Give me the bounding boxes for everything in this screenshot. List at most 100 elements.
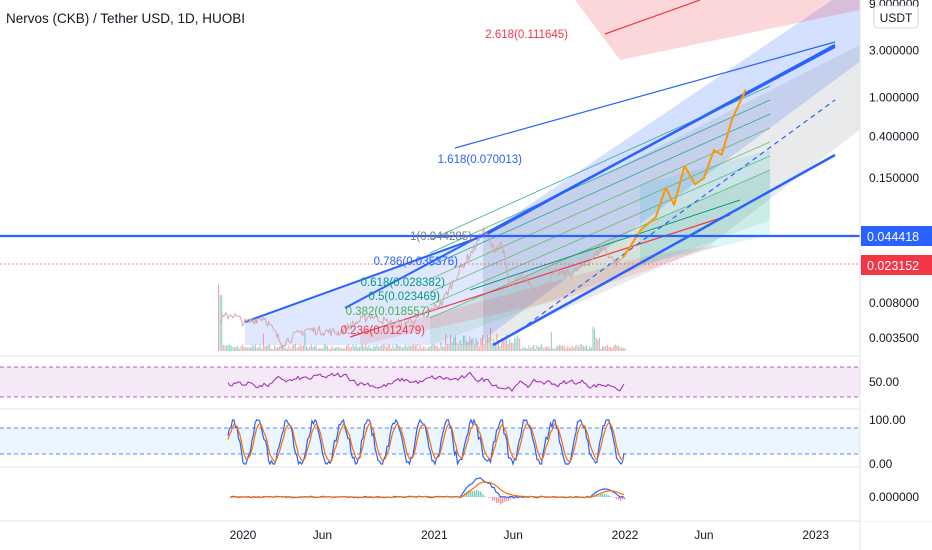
volume-bar	[384, 344, 386, 351]
fib-level-label: 0.618(0.028382)	[361, 277, 446, 289]
volume-bar	[552, 348, 554, 351]
volume-bar	[464, 335, 466, 351]
last-price-label: 0.044418	[867, 230, 919, 244]
volume-bar	[621, 347, 623, 351]
macd-hist-bar	[504, 497, 506, 502]
volume-bar	[386, 347, 388, 351]
macd-hist-bar	[500, 497, 502, 505]
macd-hist-bar	[614, 497, 616, 499]
macd-hist-bar	[498, 497, 500, 503]
macd-hist-bar	[496, 497, 498, 504]
volume-bar	[366, 347, 368, 351]
pitchfork-upper-outer[interactable]	[344, 46, 836, 309]
price-history-line	[220, 227, 624, 349]
volume-bar	[389, 344, 391, 351]
chart-title: Nervos (CKB) / Tether USD, 1D, HUOBI	[6, 11, 245, 26]
pitchfork-median-left[interactable]	[244, 235, 484, 323]
pitchfork-median-line[interactable]	[519, 99, 836, 331]
volume-bar	[238, 348, 240, 351]
pitchfork-lines[interactable]	[244, 0, 836, 347]
volume-bar	[315, 345, 317, 351]
volume-bar	[261, 348, 263, 351]
volume-bar	[451, 342, 453, 351]
volume-bar	[445, 334, 447, 351]
main-price-pane	[218, 0, 860, 351]
volume-bar	[509, 339, 511, 351]
volume-bar	[371, 348, 373, 351]
volume-bar	[570, 347, 572, 351]
volume-bar	[579, 344, 581, 351]
fib-level-label: 0.786(0.035376)	[374, 256, 459, 268]
time-tick-label: Jun	[313, 528, 332, 542]
volume-bar	[494, 344, 496, 351]
volume-bar	[339, 347, 341, 351]
macd-hist-bar	[606, 494, 608, 497]
macd-hist-bar	[598, 493, 600, 497]
volume-bar	[328, 348, 330, 351]
volume-bar	[507, 343, 509, 351]
volume-bar	[536, 345, 538, 351]
volume-bar	[530, 348, 532, 351]
volume-bar	[320, 347, 322, 351]
volume-bar	[317, 348, 319, 351]
volume-bar	[299, 344, 301, 351]
volume-bar	[230, 346, 232, 351]
volume-bar	[440, 342, 442, 351]
pitchfork-lower-line[interactable]	[492, 153, 836, 347]
fib-level-labels: 2.618(0.111645) 1.618(0.070013) 1(0.044285…	[341, 29, 569, 337]
volume-bar	[474, 344, 476, 351]
volume-bar	[408, 345, 410, 351]
volume-bar	[578, 347, 580, 351]
volume-bar	[232, 347, 234, 351]
macd-hist-bar	[490, 497, 492, 498]
price-projection-line	[622, 89, 747, 259]
volume-bar	[298, 347, 300, 351]
fib-2618-line[interactable]	[604, 0, 701, 35]
fib-channel-line	[429, 99, 771, 254]
volume-bar	[310, 344, 312, 351]
volume-bar	[589, 346, 591, 351]
rsi-axis-label: 50.00	[869, 375, 899, 389]
volume-bar	[541, 344, 543, 351]
fib-1618-line[interactable]	[454, 41, 836, 149]
volume-bar	[418, 348, 420, 351]
volume-bar	[522, 347, 524, 351]
volume-bar	[387, 344, 389, 351]
volume-bar	[360, 345, 362, 351]
volume-bar	[539, 345, 541, 351]
volume-bar	[442, 346, 444, 351]
rsi-line	[227, 371, 625, 393]
volume-bar	[435, 345, 437, 351]
volume-bar	[488, 336, 490, 351]
time-axis[interactable]: 2020 Jun 2021 Jun 2022 Jun 2023	[230, 528, 830, 542]
volume-bar	[363, 346, 365, 351]
volume-bar	[510, 342, 512, 351]
volume-bar	[432, 344, 434, 351]
volume-bar	[520, 348, 522, 351]
volume-bar	[240, 346, 242, 351]
volume-bar	[595, 337, 597, 351]
volume-bar	[482, 335, 484, 351]
volume-bar	[499, 346, 501, 351]
volume-bar	[611, 348, 613, 351]
volume-bar	[312, 346, 314, 351]
volume-bar	[462, 335, 464, 351]
volume-bar	[581, 344, 583, 351]
volume-bar	[534, 349, 536, 351]
volume-bar	[338, 347, 340, 351]
volume-bar	[603, 347, 605, 351]
volume-bar	[526, 348, 528, 351]
volume-bar	[454, 335, 456, 351]
volume-bar	[518, 338, 520, 351]
volume-bar	[275, 347, 277, 351]
volume-bar	[294, 344, 296, 351]
volume-bar	[502, 339, 504, 351]
volume-bar	[576, 344, 578, 351]
macd-pane	[229, 477, 626, 505]
volume-bar	[285, 347, 287, 351]
currency-badge[interactable]	[873, 5, 919, 29]
time-tick-label: 2022	[612, 528, 639, 542]
volume-bar	[562, 345, 564, 351]
macd-hist-bar	[510, 497, 512, 500]
